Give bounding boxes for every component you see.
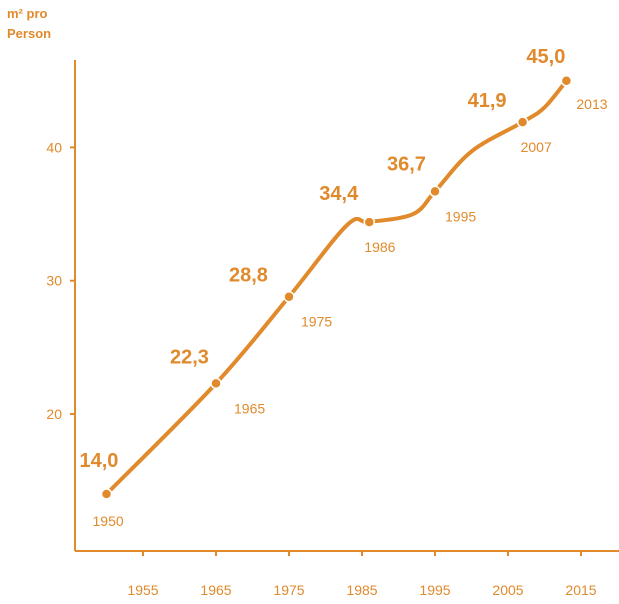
data-point-marker	[210, 377, 222, 390]
data-point-marker	[560, 75, 573, 87]
data-year-label: 1975	[301, 314, 332, 330]
data-value-label: 41,9	[468, 90, 507, 112]
y-tick-label: 20	[46, 406, 62, 422]
x-tick-label: 2015	[565, 582, 596, 598]
x-tick-label: 1995	[419, 582, 450, 598]
data-point-marker	[100, 488, 113, 500]
data-value-label: 28,8	[229, 265, 268, 287]
data-value-label: 45,0	[526, 46, 565, 68]
data-markers	[100, 75, 573, 500]
data-year-label: 1986	[364, 239, 395, 255]
x-tick-label: 1975	[273, 582, 304, 598]
y-tick-label: 40	[46, 139, 62, 155]
axes	[74, 60, 619, 552]
data-value-label: 36,7	[387, 153, 426, 175]
tick-labels: 1955 1965 1975 1985 1995 2005 2015 20 30 40	[46, 139, 596, 598]
data-value-label: 14,0	[80, 450, 119, 472]
y-axis-label-line-1: m² pro	[7, 6, 48, 21]
x-tick-label: 1985	[346, 582, 377, 598]
data-year-label: 1950	[93, 513, 124, 529]
y-axis-label-line-2: Person	[7, 26, 52, 41]
data-labels: 14,0 1950 22,3 1965 28,8 1975 34,4 1986 36,7 1995…	[80, 46, 608, 529]
y-tick-label: 30	[46, 273, 62, 289]
data-year-label: 2007	[521, 139, 552, 155]
x-tick-label: 1965	[200, 582, 231, 598]
data-point-marker	[516, 116, 529, 128]
data-value-label: 22,3	[170, 346, 209, 368]
data-year-label: 1965	[234, 400, 265, 416]
data-point-marker	[363, 216, 376, 228]
data-year-label: 1995	[445, 208, 476, 224]
data-point-marker	[429, 185, 441, 198]
x-tick-label: 1955	[127, 582, 158, 598]
data-year-label: 2013	[576, 96, 607, 112]
data-value-label: 34,4	[319, 183, 359, 205]
data-point-marker	[283, 290, 295, 303]
x-tick-label: 2005	[492, 582, 523, 598]
series-line	[104, 78, 569, 496]
